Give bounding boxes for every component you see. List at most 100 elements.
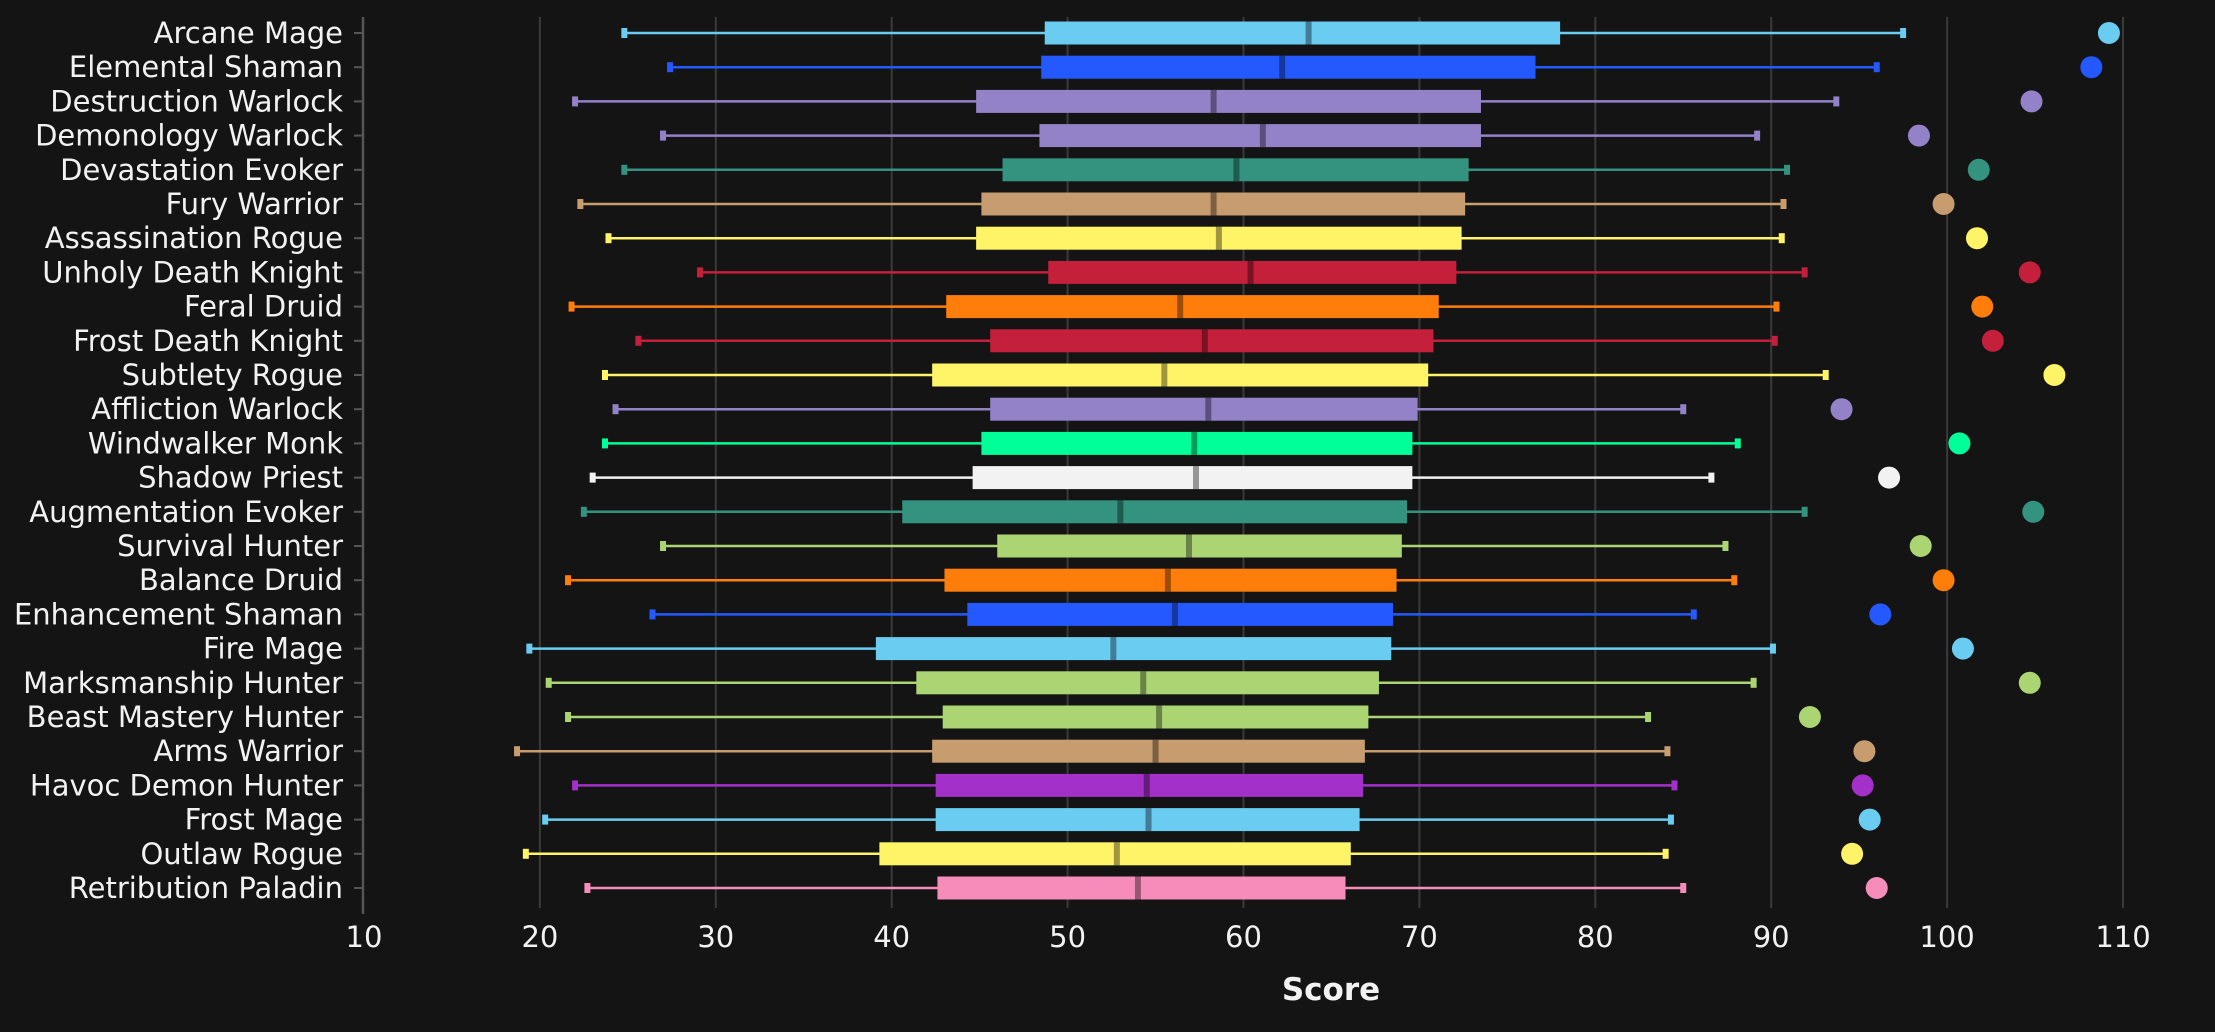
outlier-point — [1981, 329, 2004, 352]
whisker-cap-max — [1771, 335, 1778, 346]
median-marker — [1156, 705, 1163, 729]
whisker-cap-max — [1773, 301, 1780, 312]
iqr-box — [990, 329, 1434, 353]
whisker-cap-min — [660, 130, 667, 141]
whisker-cap-min — [568, 301, 575, 312]
median-marker — [1164, 568, 1171, 592]
category-label: Affliction Warlock — [91, 392, 343, 426]
outlier-point — [2020, 90, 2043, 113]
box-row — [601, 431, 1971, 455]
iqr-box — [1039, 124, 1481, 148]
whisker-cap-min — [565, 712, 572, 722]
whisker-cap-min — [601, 370, 608, 380]
outlier-point — [2080, 56, 2103, 79]
whisker-cap-max — [1667, 814, 1674, 825]
x-tick-label: 30 — [697, 920, 734, 954]
outlier-point — [2018, 671, 2041, 694]
category-label: Outlaw Rogue — [140, 837, 343, 871]
box-row — [565, 568, 1955, 592]
box-row — [621, 158, 1990, 182]
iqr-box — [902, 500, 1408, 524]
iqr-box — [976, 89, 1481, 113]
iqr-box — [1048, 260, 1457, 284]
category-label: Elemental Shaman — [69, 50, 343, 84]
iqr-box — [946, 295, 1439, 319]
iqr-box — [981, 192, 1466, 216]
whisker-cap-max — [1801, 506, 1808, 517]
outlier-point — [1966, 227, 1989, 250]
median-marker — [1210, 192, 1217, 216]
category-label: Frost Mage — [185, 803, 343, 837]
box-row — [526, 637, 1974, 661]
category-label: Augmentation Evoker — [29, 495, 343, 529]
outlier-point — [2018, 261, 2041, 284]
x-tick-label: 100 — [1919, 920, 1974, 954]
x-tick-label: 70 — [1401, 920, 1438, 954]
category-label: Havoc Demon Hunter — [30, 768, 343, 802]
outlier-point — [1909, 535, 1932, 557]
median-marker — [1110, 637, 1117, 661]
whisker-cap-max — [1750, 677, 1757, 688]
whisker-cap-min — [545, 677, 552, 688]
category-label: Subtlety Rogue — [122, 358, 343, 392]
iqr-box — [935, 773, 1364, 797]
whisker-cap-max — [1900, 28, 1907, 38]
whisker-cap-max — [1754, 130, 1761, 141]
median-marker — [1171, 602, 1178, 626]
x-tick-label: 10 — [346, 920, 383, 954]
median-marker — [1117, 500, 1124, 524]
iqr-box — [1044, 21, 1561, 45]
whisker-cap-max — [1873, 62, 1880, 73]
whisker-cap-min — [526, 643, 533, 654]
median-marker — [1247, 260, 1254, 284]
category-label: Devastation Evoker — [60, 153, 343, 187]
whisker-cap-max — [1734, 438, 1741, 449]
x-tick-label: 90 — [1753, 920, 1790, 954]
iqr-box — [932, 739, 1365, 763]
outlier-point — [1907, 124, 1930, 147]
box-row — [565, 705, 1821, 729]
whisker-cap-min — [605, 233, 612, 244]
box-row — [660, 534, 1932, 558]
iqr-box — [972, 466, 1413, 490]
box-row — [660, 124, 1930, 148]
category-label: Arms Warrior — [154, 734, 344, 768]
median-marker — [1185, 534, 1192, 558]
x-tick-label: 50 — [1049, 920, 1086, 954]
whisker-cap-max — [1664, 746, 1671, 757]
iqr-box — [990, 397, 1418, 421]
median-marker — [1113, 842, 1120, 866]
box-row — [522, 842, 1864, 866]
iqr-box — [981, 431, 1413, 455]
whisker-cap-max — [1722, 541, 1729, 551]
outlier-point — [2097, 22, 2120, 44]
outlier-point — [1932, 569, 1955, 592]
whisker-cap-min — [660, 541, 667, 551]
iqr-box — [942, 705, 1369, 729]
outlier-point — [1967, 158, 1990, 181]
iqr-box — [916, 671, 1379, 695]
category-label: Unholy Death Knight — [42, 255, 343, 289]
series-layer — [514, 21, 2120, 900]
whisker-cap-min — [635, 335, 642, 346]
outlier-point — [1830, 398, 1853, 421]
median-marker — [1140, 671, 1147, 695]
whisker-cap-max — [1690, 609, 1697, 620]
median-marker — [1193, 466, 1200, 490]
iqr-box — [935, 808, 1360, 832]
iqr-box — [1002, 158, 1469, 182]
box-row — [605, 226, 1989, 250]
x-tick-label: 60 — [1225, 920, 1262, 954]
x-axis-title: Score — [1282, 972, 1380, 1008]
category-label: Windwalker Monk — [88, 426, 343, 460]
whisker-cap-min — [612, 404, 619, 415]
whisker-cap-min — [572, 96, 579, 107]
outlier-point — [1878, 466, 1901, 489]
box-row — [584, 876, 1888, 900]
iqr-box — [976, 226, 1462, 250]
category-label: Beast Mastery Hunter — [27, 700, 343, 734]
whisker-cap-min — [621, 164, 628, 175]
iqr-box — [944, 568, 1397, 592]
whisker-cap-max — [1645, 712, 1652, 722]
